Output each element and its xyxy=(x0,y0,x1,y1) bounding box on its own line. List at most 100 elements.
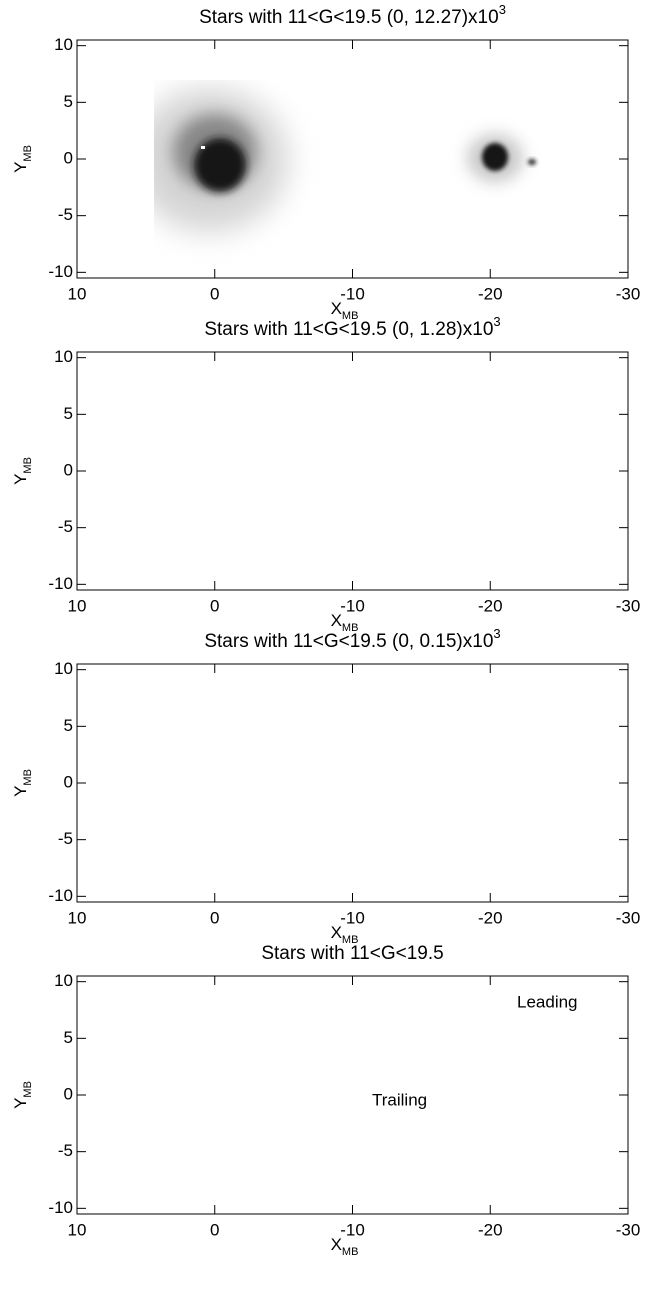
density-blob xyxy=(91,351,319,584)
density-blob xyxy=(58,645,347,920)
x-tick-label: 10 xyxy=(68,284,87,303)
title-exponent: 3 xyxy=(499,2,506,17)
contour-line xyxy=(163,1038,277,1157)
panel: 10 0 -10 -20 -30 -10 -5 0 5 10 Stars with 11<G<19.… xyxy=(11,314,640,633)
density-blob xyxy=(423,702,551,818)
y-tick-label: 0 xyxy=(64,1084,73,1103)
x-axis-label-main: X xyxy=(331,923,342,942)
title-text: Stars with 11<G<19.5 (0, 1.28)x10 xyxy=(204,319,493,340)
x-axis-label-sub: MB xyxy=(342,1246,359,1258)
x-tick-label: 10 xyxy=(68,596,87,615)
density-blob xyxy=(447,417,547,497)
x-tick-label: 10 xyxy=(68,908,87,927)
y-tick-label: -10 xyxy=(48,1198,73,1217)
chart-title: Stars with 11<G<19.5 xyxy=(261,943,443,964)
x-axis-label: XMB xyxy=(331,1235,359,1257)
x-axis-label-sub: MB xyxy=(342,622,359,634)
plot-area xyxy=(58,645,628,920)
x-tick-label: -30 xyxy=(616,1220,641,1239)
center-marker xyxy=(201,146,205,149)
y-tick-label: -10 xyxy=(48,262,73,281)
contour-line xyxy=(478,1075,525,1111)
plot-frame xyxy=(76,351,629,591)
plot-area xyxy=(72,337,547,600)
title-text: Stars with 11<G<19.5 (0, 12.27)x10 xyxy=(199,7,499,28)
x-tick-label: -10 xyxy=(340,596,365,615)
x-tick-label: -30 xyxy=(616,284,641,303)
chart-title: Stars with 11<G<19.5 (0, 12.27)x103 xyxy=(199,2,506,28)
title-exponent: 3 xyxy=(493,314,500,329)
density-blob xyxy=(325,752,329,756)
chart-title: Stars with 11<G<19.5 (0, 1.28)x103 xyxy=(204,314,500,340)
density-blob xyxy=(528,159,536,165)
x-axis-label-sub: MB xyxy=(342,310,359,322)
x-tick-label: 0 xyxy=(210,1220,219,1239)
y-tick-label: 5 xyxy=(64,1028,73,1047)
y-axis-label-sub: MB xyxy=(22,1081,34,1098)
y-tick-label: -5 xyxy=(58,829,73,848)
contour-line xyxy=(199,1070,252,1126)
x-tick-label: 10 xyxy=(68,1220,87,1239)
y-tick-label: 10 xyxy=(54,347,73,366)
y-axis-label: YMB xyxy=(11,145,33,173)
y-tick-label: 5 xyxy=(64,716,73,735)
contour-line xyxy=(484,1079,519,1106)
density-blob xyxy=(415,694,559,826)
contour-line xyxy=(133,1003,300,1179)
x-tick-label: -10 xyxy=(340,284,365,303)
contour-line xyxy=(152,1024,283,1164)
contour-line xyxy=(142,1013,292,1169)
density-blob xyxy=(194,138,246,192)
y-tick-label: 10 xyxy=(54,35,73,54)
contour-line xyxy=(122,990,312,1189)
density-blob xyxy=(70,657,334,907)
y-tick-label: 5 xyxy=(64,92,73,111)
contour-line xyxy=(470,1071,529,1117)
y-tick-label: -5 xyxy=(58,205,73,224)
y-axis-label-main: Y xyxy=(11,162,30,173)
chart-title: Stars with 11<G<19.5 (0, 0.15)x103 xyxy=(204,626,500,652)
center-marker xyxy=(201,770,205,773)
x-tick-label: 0 xyxy=(210,596,219,615)
annotation: Trailing xyxy=(372,1090,427,1109)
x-tick-label: -30 xyxy=(616,596,641,615)
density-blob xyxy=(526,457,538,467)
y-tick-label: 10 xyxy=(54,971,73,990)
y-tick-label: 0 xyxy=(64,148,73,167)
title-exponent: 3 xyxy=(493,626,500,641)
contour-line xyxy=(443,1053,545,1132)
y-tick-label: 5 xyxy=(64,404,73,423)
contour-line xyxy=(431,1044,558,1144)
x-axis-label-main: X xyxy=(331,611,342,630)
x-axis-label-main: X xyxy=(331,299,342,318)
panel: 10 0 -10 -20 -30 -10 -5 0 5 10 Stars with 11<G<19.… xyxy=(11,626,640,945)
y-axis-label-main: Y xyxy=(11,786,30,797)
x-tick-label: -20 xyxy=(478,908,503,927)
panel: 10 0 -10 -20 -30 -10 -5 0 5 10 Stars with 11<G<19.… xyxy=(11,2,640,321)
contour-line xyxy=(462,1067,533,1121)
motion-arrow xyxy=(500,1050,610,1095)
background-noise xyxy=(77,664,628,902)
y-tick-label: -10 xyxy=(48,574,73,593)
center-marker xyxy=(201,458,205,461)
contour-line xyxy=(526,1090,536,1100)
x-tick-label: -20 xyxy=(478,596,503,615)
y-axis-label: YMB xyxy=(11,769,33,797)
x-tick-label: -30 xyxy=(616,908,641,927)
x-tick-label: -10 xyxy=(340,1220,365,1239)
title-text: Stars with 11<G<19.5 (0, 0.15)x10 xyxy=(204,631,493,652)
x-axis-label: XMB xyxy=(331,299,359,321)
x-tick-label: -20 xyxy=(478,284,503,303)
annotation: Leading xyxy=(517,992,578,1011)
contour-line xyxy=(95,974,329,1216)
y-axis-label-main: Y xyxy=(11,474,30,485)
x-axis-label: XMB xyxy=(331,611,359,633)
y-axis-label-main: Y xyxy=(11,1098,30,1109)
y-axis-label: YMB xyxy=(11,457,33,485)
density-blob xyxy=(462,426,532,486)
y-tick-label: -10 xyxy=(48,886,73,905)
density-blob xyxy=(72,337,337,600)
x-axis-label-main: X xyxy=(331,1235,342,1254)
y-tick-label: 10 xyxy=(54,659,73,678)
